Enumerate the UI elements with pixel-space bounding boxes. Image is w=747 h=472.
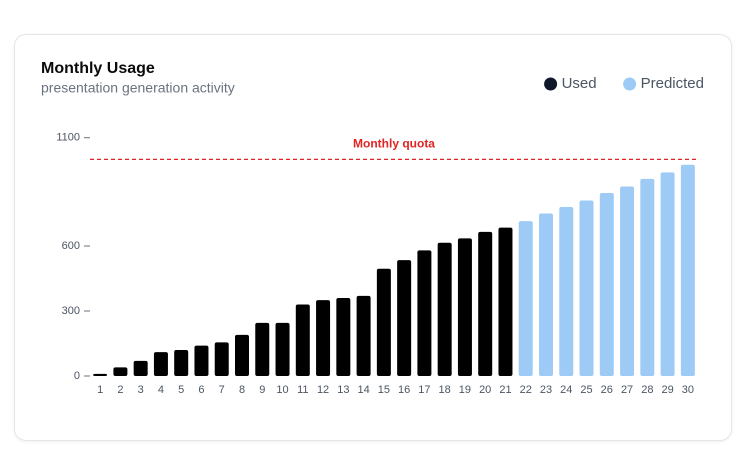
bar xyxy=(559,207,574,376)
bar xyxy=(336,298,351,376)
x-tick-label: 22 xyxy=(520,384,532,396)
x-tick-label: 16 xyxy=(398,384,410,396)
bar xyxy=(235,334,249,376)
x-tick-label: 24 xyxy=(560,384,572,396)
bar xyxy=(640,178,655,376)
x-tick-label: 18 xyxy=(439,384,451,396)
bar xyxy=(356,295,371,376)
bar xyxy=(680,164,695,376)
x-tick-label: 5 xyxy=(178,384,184,396)
chart-title: Monthly Usage xyxy=(41,60,155,77)
bar xyxy=(295,304,310,376)
x-tick-label: 14 xyxy=(357,384,369,396)
legend-swatch xyxy=(544,77,558,91)
bar xyxy=(660,172,675,376)
bar xyxy=(457,238,472,376)
x-tick-label: 20 xyxy=(479,384,491,396)
x-tick-label: 6 xyxy=(198,384,204,396)
x-tick-label: 29 xyxy=(661,384,673,396)
bar xyxy=(214,342,229,376)
x-tick-label: 9 xyxy=(259,384,265,396)
chart-subtitle: presentation generation activity xyxy=(41,80,235,96)
bar xyxy=(397,260,412,376)
bar xyxy=(518,221,533,376)
x-tick-label: 1 xyxy=(97,384,103,396)
x-tick-label: 4 xyxy=(158,384,164,396)
bar xyxy=(579,200,594,376)
x-tick-label: 19 xyxy=(459,384,471,396)
bar xyxy=(153,352,168,376)
bar xyxy=(417,250,432,376)
x-tick-label: 7 xyxy=(219,384,225,396)
x-tick-label: 10 xyxy=(276,384,288,396)
x-tick-label: 26 xyxy=(601,384,613,396)
x-tick-label: 15 xyxy=(378,384,390,396)
bar xyxy=(620,186,635,376)
x-tick-label: 28 xyxy=(641,384,653,396)
bar xyxy=(255,322,270,376)
x-tick-label: 12 xyxy=(317,384,329,396)
x-tick-label: 2 xyxy=(117,384,123,396)
x-tick-label: 13 xyxy=(337,384,349,396)
bar xyxy=(174,350,189,376)
card xyxy=(14,34,732,441)
y-tick-label: 300 xyxy=(62,305,80,317)
legend-swatch xyxy=(623,77,637,91)
bar xyxy=(437,242,452,376)
x-tick-label: 21 xyxy=(499,384,511,396)
bar xyxy=(539,213,553,376)
bar xyxy=(133,360,148,376)
x-tick-label: 8 xyxy=(239,384,245,396)
x-tick-label: 3 xyxy=(138,384,144,396)
bar xyxy=(194,345,209,376)
bar xyxy=(316,300,331,376)
x-tick-label: 23 xyxy=(540,384,552,396)
x-tick-label: 25 xyxy=(580,384,592,396)
bar xyxy=(113,367,128,376)
bar xyxy=(478,231,493,376)
legend-label: Predicted xyxy=(641,75,704,92)
quota-label: Monthly quota xyxy=(353,137,435,151)
bar xyxy=(93,373,108,376)
y-tick-label: 1100 xyxy=(56,132,80,144)
x-tick-label: 17 xyxy=(418,384,430,396)
bar xyxy=(498,227,513,376)
legend-label: Used xyxy=(562,75,597,92)
x-tick-label: 27 xyxy=(621,384,633,396)
y-tick-label: 600 xyxy=(62,240,80,252)
x-tick-label: 30 xyxy=(682,384,694,396)
y-tick-label: 0 xyxy=(74,370,80,382)
bar xyxy=(599,192,614,376)
bar xyxy=(376,268,391,376)
bar xyxy=(275,322,290,376)
x-tick-label: 11 xyxy=(297,384,308,396)
